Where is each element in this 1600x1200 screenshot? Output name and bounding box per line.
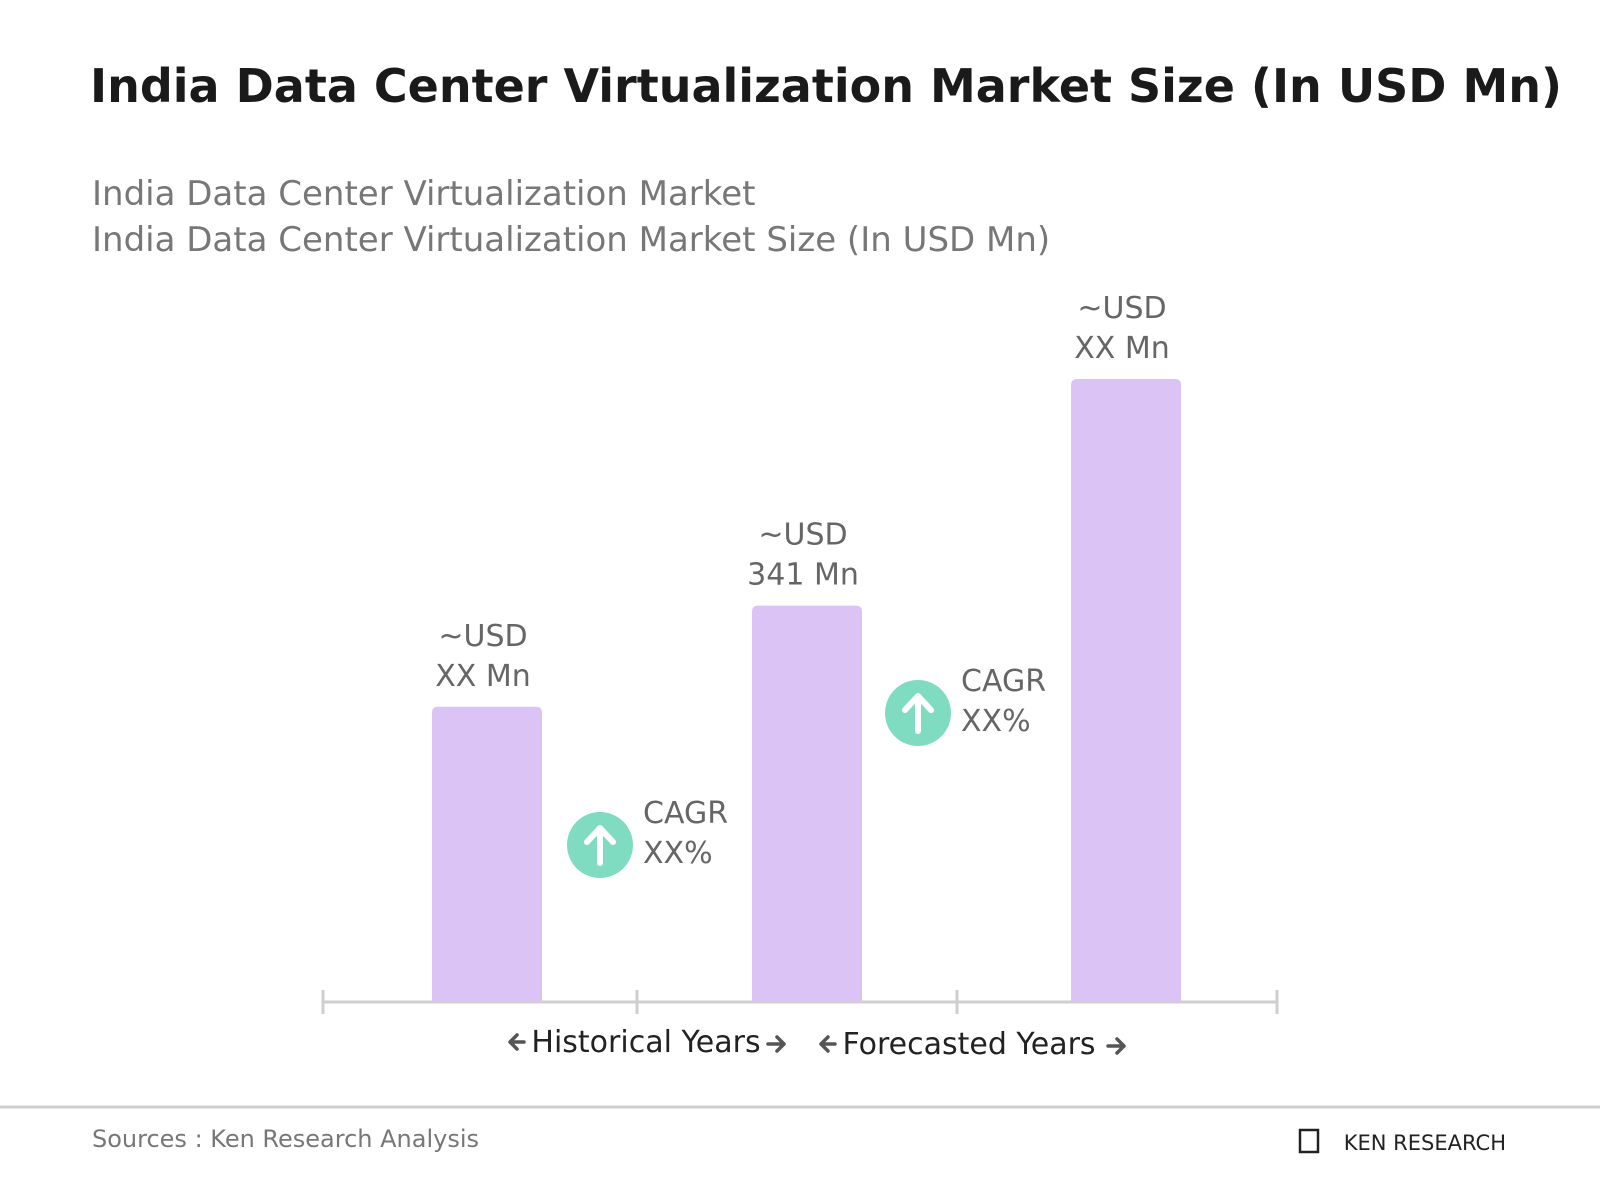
value-label: ~USD [438, 619, 527, 654]
cagr-label: CAGR [961, 664, 1046, 699]
cagr-value: XX% [961, 704, 1031, 739]
value-label: ~USD [758, 518, 847, 553]
value-label: XX Mn [435, 659, 531, 694]
period-label: Forecasted Years [842, 1027, 1095, 1062]
value-label: XX Mn [1074, 331, 1170, 366]
value-label: 341 Mn [747, 558, 859, 593]
logo-text: KEN RESEARCH [1344, 1131, 1506, 1155]
cagr-arrow [902, 693, 934, 734]
period-arrows [508, 1033, 1126, 1055]
chart-title: India Data Center Virtualization Market … [90, 59, 1562, 113]
cagr-value: XX% [643, 836, 713, 871]
logo-mark [1298, 1128, 1320, 1154]
bar [432, 706, 542, 1002]
value-label: ~USD [1077, 291, 1166, 326]
bar [1071, 379, 1181, 1002]
subtitle: India Data Center Virtualization Market … [92, 220, 1050, 260]
source: Sources : Ken Research Analysis [92, 1125, 479, 1153]
period-label: Historical Years [531, 1025, 760, 1060]
logo: KEN RESEARCH [1298, 1128, 1506, 1155]
subtitle: India Data Center Virtualization Market [92, 174, 756, 214]
cagr-label: CAGR [643, 796, 728, 831]
bar [752, 605, 862, 1002]
cagr-arrow [584, 825, 616, 866]
